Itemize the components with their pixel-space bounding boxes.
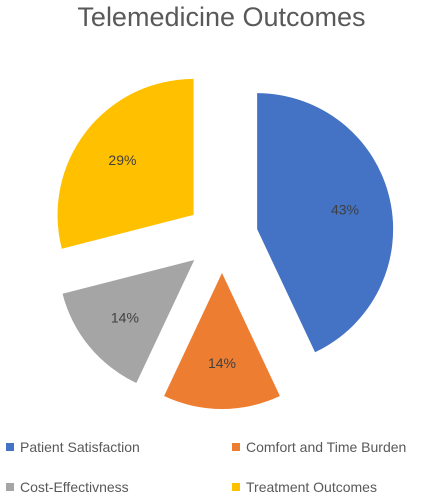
legend-item-treatment-outcomes: Treatment Outcomes — [232, 479, 377, 495]
legend-item-cost-effectivness: Cost-Effectivness — [6, 479, 129, 495]
pie-slice-value-label: 43% — [331, 202, 359, 218]
chart-title: Telemedicine Outcomes — [77, 2, 366, 32]
pie-slice-patient-satisfaction — [257, 93, 394, 353]
legend-label: Cost-Effectivness — [20, 479, 129, 495]
pie-slice-value-label: 14% — [208, 355, 236, 371]
legend-swatch — [6, 483, 14, 491]
legend-label: Comfort and Time Burden — [246, 439, 407, 455]
pie-slice-value-label: 29% — [108, 152, 136, 168]
pie-slice-treatment-outcomes — [57, 78, 194, 249]
legend-label: Patient Satisfaction — [20, 439, 140, 455]
pie-slice-cost-effectivness — [62, 259, 195, 384]
pie-slice-value-label: 14% — [111, 309, 139, 325]
legend-item-patient-satisfaction: Patient Satisfaction — [6, 439, 140, 455]
pie-slice-comfort-and-time-burden — [164, 273, 280, 410]
pie-slice-labels: 43% 14% 14% 29% — [108, 152, 359, 371]
legend-swatch — [232, 483, 240, 491]
pie-slices — [57, 78, 394, 410]
legend-item-comfort-and-time-burden: Comfort and Time Burden — [232, 439, 406, 455]
legend-swatch — [232, 443, 240, 451]
legend-label: Treatment Outcomes — [246, 479, 377, 495]
legend-swatch — [6, 443, 14, 451]
